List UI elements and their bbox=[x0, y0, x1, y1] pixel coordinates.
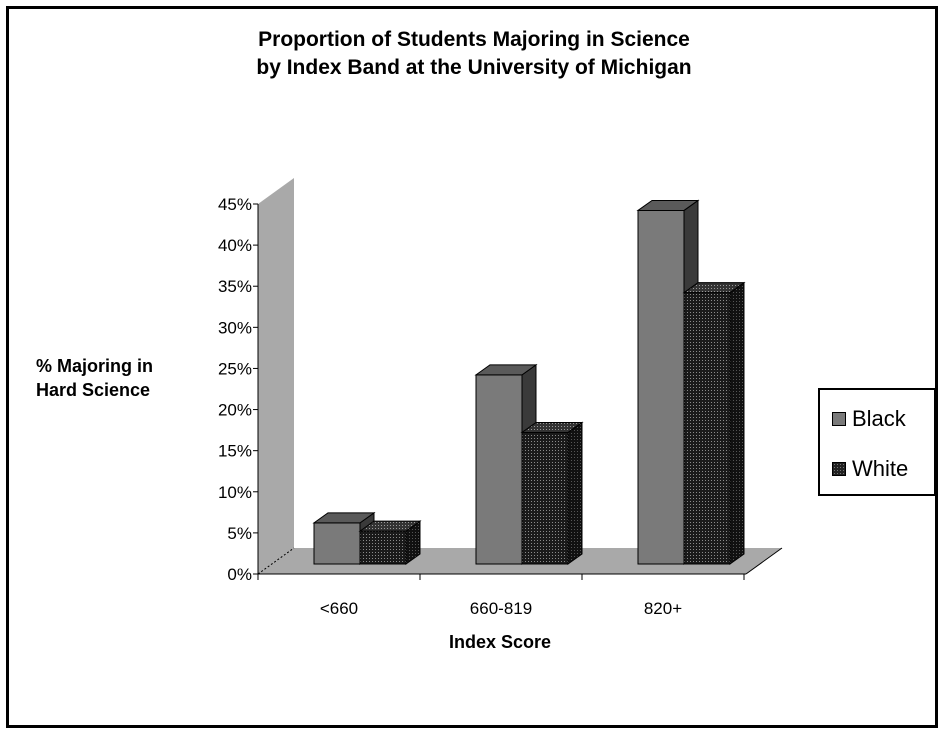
bar-side-white bbox=[729, 281, 745, 565]
chart-subtitle: by Index Band at the University of Michi… bbox=[256, 56, 692, 79]
floor-right-edge bbox=[745, 547, 783, 575]
y-axis-label: % Majoring in Hard Science bbox=[36, 356, 153, 400]
legend-item-black: Black bbox=[832, 404, 906, 434]
floor-edge bbox=[257, 547, 295, 575]
bar-white bbox=[521, 431, 569, 565]
back-wall bbox=[258, 178, 294, 574]
legend-label-black: Black bbox=[852, 406, 906, 431]
y-tick-label: 45% bbox=[218, 195, 252, 214]
legend: Black White bbox=[818, 388, 936, 496]
y-tick-label: 5% bbox=[227, 524, 252, 543]
x-tick-label: 660-819 bbox=[470, 599, 532, 618]
legend-swatch-black bbox=[832, 412, 846, 426]
y-tick-label: 20% bbox=[218, 401, 252, 420]
y-tick-label: 40% bbox=[218, 236, 252, 255]
chart-title: Proportion of Students Majoring in Scien… bbox=[258, 28, 690, 51]
y-tick-label: 25% bbox=[218, 359, 252, 378]
bar-black bbox=[475, 374, 523, 565]
chart-frame bbox=[6, 6, 938, 728]
x-tick-label: 820+ bbox=[644, 599, 682, 618]
legend-label-white: White bbox=[852, 456, 909, 481]
bar-top-black bbox=[312, 512, 376, 524]
bar-side-white bbox=[567, 421, 583, 565]
bar-top-black bbox=[474, 364, 538, 376]
bar-black bbox=[637, 209, 685, 565]
legend-item-white: White bbox=[832, 454, 908, 484]
y-tick-label: 15% bbox=[218, 442, 252, 461]
x-tick-label: <660 bbox=[320, 599, 358, 618]
y-tick-label: 0% bbox=[227, 565, 252, 584]
y-tick-label: 10% bbox=[218, 483, 252, 502]
y-tick-label: 30% bbox=[218, 318, 252, 337]
bar-top-white bbox=[682, 282, 746, 294]
x-axis-label: Index Score bbox=[448, 632, 552, 652]
y-tick-label: 35% bbox=[218, 277, 252, 296]
bar-white bbox=[359, 530, 407, 565]
bar-top-white bbox=[358, 520, 422, 532]
bar-white bbox=[683, 292, 731, 565]
bar-top-white bbox=[520, 421, 584, 433]
bar-top-black bbox=[636, 199, 700, 211]
legend-swatch-white bbox=[832, 462, 846, 476]
bar-black bbox=[313, 522, 361, 565]
